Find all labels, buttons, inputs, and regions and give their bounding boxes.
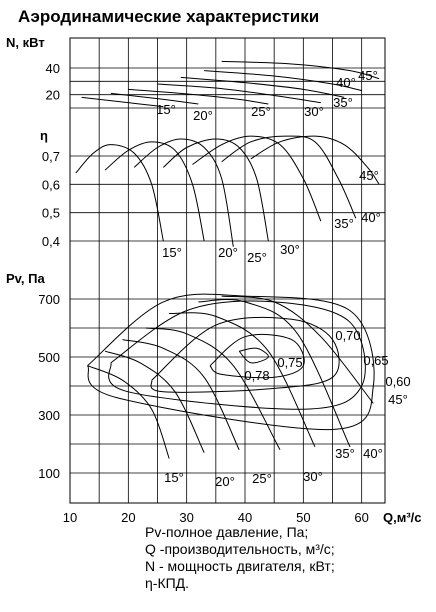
power-curve-25deg — [128, 88, 269, 105]
efficiency-series-label: 30° — [280, 242, 300, 257]
pressure-blade-label: 35° — [335, 446, 355, 461]
power-curve-30deg — [157, 83, 321, 104]
pressure-tick-label: 300 — [38, 408, 60, 423]
efficiency-curve-30deg — [163, 138, 269, 242]
efficiency-series-label: 40° — [361, 210, 381, 225]
pressure-blade-label: 15° — [164, 470, 184, 485]
efficiency-contour-label: 0,78 — [244, 368, 269, 383]
pressure-blade-label: 45° — [388, 392, 408, 407]
pressure-blade-label: 20° — [215, 474, 235, 489]
efficiency-series-label: 15° — [162, 245, 182, 260]
power-curve-15deg — [81, 96, 164, 108]
pressure-curve-45deg — [221, 295, 374, 404]
power-curve-35deg — [180, 76, 345, 98]
efficiency-series-label: 25° — [247, 250, 267, 265]
efficiency-contour-0-65 — [108, 300, 366, 410]
power-series-label: 25° — [251, 104, 271, 119]
legend-block: Pv-полное давление, Па; Q -производитель… — [145, 524, 335, 592]
efficiency-curve-45deg — [250, 135, 380, 185]
pressure-curve-25deg — [122, 339, 240, 451]
power-curve-20deg — [110, 92, 199, 105]
pressure-blade-label: 40° — [363, 446, 383, 461]
pressure-tick-label: 700 — [38, 292, 60, 307]
efficiency-tick-label: 0,5 — [42, 206, 60, 221]
efficiency-contour-label: 0,65 — [363, 353, 388, 368]
label-layer: 15° 20° 25° 30°35°40° 45°15° 20° 25°30°35° 40°4… — [156, 68, 410, 489]
pressure-curve-15deg — [87, 365, 170, 459]
efficiency-contour-0-78 — [238, 347, 269, 364]
pressure-curve-35deg — [169, 312, 316, 448]
power-series-label: 30° — [304, 104, 324, 119]
power-series-label: 15° — [156, 102, 176, 117]
efficiency-series-label: 45° — [359, 168, 379, 183]
efficiency-tick-label: 0,6 — [42, 177, 60, 192]
plot-frame — [69, 37, 386, 504]
efficiency-tick-label: 0,7 — [42, 149, 60, 164]
pressure-axis-label: Pv, Па — [6, 271, 46, 286]
power-tick-label: 20 — [46, 88, 60, 103]
power-tick-label: 40 — [46, 61, 60, 76]
power-series-label: 45° — [358, 68, 378, 83]
efficiency-curve-25deg — [133, 138, 234, 247]
efficiency-curve-15deg — [75, 144, 164, 242]
legend-n: N - мощность двигателя, кВт; — [145, 558, 335, 574]
power-series-label: 20° — [193, 108, 213, 123]
efficiency-contour-label: 0,60 — [385, 374, 410, 389]
efficiency-axis-label: η — [40, 128, 48, 143]
pressure-blade-label: 30° — [303, 469, 323, 484]
x-tick-label: 20 — [121, 510, 135, 525]
efficiency-series-label: 20° — [218, 245, 238, 260]
efficiency-contour-label: 0,75 — [277, 355, 302, 370]
chart-title: Аэродинамические характеристики — [18, 7, 319, 26]
efficiency-contour-0-75 — [209, 333, 305, 379]
efficiency-curve-20deg — [104, 141, 205, 242]
pressure-tick-label: 100 — [38, 466, 60, 481]
pressure-tick-label: 500 — [38, 350, 60, 365]
pressure-curve-20deg — [104, 350, 205, 453]
curve-layer — [75, 60, 380, 459]
efficiency-contour-label: 0,70 — [335, 328, 360, 343]
power-curve-45deg — [221, 60, 380, 80]
power-curve-40deg — [204, 70, 362, 92]
pressure-curve-30deg — [145, 327, 281, 451]
x-tick-label: 50 — [296, 510, 310, 525]
legend-pv: Pv-полное давление, Па; — [145, 524, 309, 540]
power-axis-label: N, кВт — [6, 35, 45, 50]
tick-layer: 10 20 30 40 50 60 40 20 0,7 0,6 0,5 0,4 700 500 300 100 — [38, 61, 369, 525]
power-series-label: 40° — [336, 75, 356, 90]
efficiency-curve-40deg — [221, 135, 357, 219]
pressure-blade-label: 25° — [252, 471, 272, 486]
flow-axis-label: Q,м³/с — [383, 510, 422, 525]
efficiency-contour-0-60 — [87, 293, 375, 431]
x-tick-label: 10 — [63, 510, 77, 525]
x-tick-label: 60 — [354, 510, 368, 525]
efficiency-tick-label: 0,4 — [42, 234, 60, 249]
power-series-label: 35° — [333, 95, 353, 110]
legend-q: Q -производительность, м³/с; — [145, 541, 335, 557]
efficiency-contour-0-70 — [150, 316, 340, 393]
x-tick-label: 40 — [238, 510, 252, 525]
efficiency-series-label: 35° — [334, 216, 354, 231]
legend-eta: η-КПД. — [145, 575, 190, 591]
x-tick-label: 30 — [179, 510, 193, 525]
